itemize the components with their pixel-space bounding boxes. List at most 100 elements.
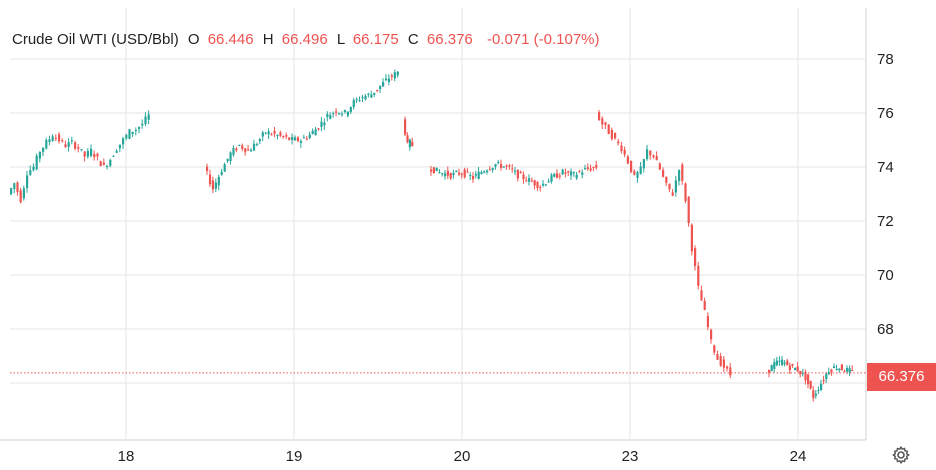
candle-body xyxy=(607,124,610,135)
legend-close-label: C xyxy=(407,31,419,48)
candle-body xyxy=(775,360,778,366)
candle-body xyxy=(639,166,642,174)
candle-body xyxy=(848,368,851,373)
candle-body xyxy=(223,164,226,172)
candle-body xyxy=(598,112,601,121)
candle-body xyxy=(649,150,652,156)
candle-body xyxy=(528,178,531,182)
candle-body xyxy=(220,172,223,175)
candle-body xyxy=(472,176,475,180)
x-tick-label: 23 xyxy=(622,448,639,465)
candle-body xyxy=(477,171,480,179)
candle-body xyxy=(335,111,338,113)
candle-body xyxy=(460,173,463,175)
candle-body xyxy=(252,143,256,151)
candle-body xyxy=(134,130,137,132)
candle-body xyxy=(550,174,553,182)
candle-body xyxy=(671,192,674,196)
candle-body xyxy=(42,147,45,152)
candle-body xyxy=(29,170,32,175)
candle-body xyxy=(370,94,373,98)
candle-body xyxy=(781,359,784,366)
candle-body xyxy=(463,169,466,178)
candle-body xyxy=(51,136,54,142)
candle-body xyxy=(655,156,658,161)
legend-open-value: 66.446 xyxy=(207,31,254,48)
x-tick-label: 20 xyxy=(454,448,471,465)
candle-body xyxy=(835,368,838,370)
candle-body xyxy=(70,140,73,142)
candle-body xyxy=(586,167,589,169)
candle-body xyxy=(83,151,86,157)
candle-body xyxy=(614,132,617,139)
candle-body xyxy=(838,368,841,371)
candle-body xyxy=(438,171,441,173)
candle-body xyxy=(791,364,794,366)
candle-body xyxy=(326,114,329,117)
candle-body xyxy=(267,131,270,135)
candle-body xyxy=(208,174,212,185)
candle-body xyxy=(352,100,355,108)
candle-body xyxy=(516,169,519,179)
candle-body xyxy=(373,92,376,95)
candle-body xyxy=(38,151,41,159)
candle-body xyxy=(93,154,96,158)
candle-body xyxy=(288,137,291,140)
candle-body xyxy=(48,139,51,143)
candle-body xyxy=(817,390,820,392)
candle-body xyxy=(575,174,578,179)
candle-body xyxy=(122,138,125,145)
candle-body xyxy=(710,329,713,340)
candle-body xyxy=(340,113,344,115)
candle-body xyxy=(247,149,250,151)
candle-body xyxy=(561,169,564,175)
candle-body xyxy=(449,173,452,179)
candle-body xyxy=(291,137,294,140)
candle-body xyxy=(652,155,655,158)
candle-body xyxy=(547,181,550,183)
candle-body xyxy=(719,356,722,366)
settings-button[interactable] xyxy=(891,445,911,465)
legend-close-value: 66.376 xyxy=(426,31,473,48)
candle-body xyxy=(474,174,477,176)
candle-body xyxy=(508,165,511,167)
candle-body xyxy=(444,173,447,177)
candle-body xyxy=(820,383,823,390)
candle-body xyxy=(589,168,592,171)
candle-body xyxy=(773,362,776,370)
legend-low-value: 66.175 xyxy=(352,31,399,48)
candle-body xyxy=(279,132,282,136)
candle-body xyxy=(273,130,276,134)
candle-body xyxy=(502,166,505,168)
candle-body xyxy=(658,163,661,170)
candle-body xyxy=(112,155,115,157)
candle-body xyxy=(623,149,626,155)
candle-body xyxy=(393,72,396,79)
candle-body xyxy=(226,158,229,162)
candle-body xyxy=(610,129,613,140)
candle-body xyxy=(430,169,433,172)
candle-body xyxy=(578,171,581,173)
candle-body xyxy=(64,144,67,148)
candle-body xyxy=(396,71,399,76)
x-tick-label: 18 xyxy=(118,448,135,465)
candle-body xyxy=(786,360,789,366)
candle-body xyxy=(109,159,112,166)
candle-body xyxy=(542,183,545,186)
candle-body xyxy=(147,114,150,120)
candle-body xyxy=(480,172,483,174)
candle-body xyxy=(314,129,317,136)
candle-body xyxy=(387,78,391,82)
candle-body xyxy=(255,144,259,146)
candle-body xyxy=(138,127,141,130)
candle-body xyxy=(630,160,633,173)
candle-body xyxy=(102,162,105,165)
legend-high-value: 66.496 xyxy=(281,31,328,48)
candle-body xyxy=(796,366,799,372)
candle-body xyxy=(250,149,253,152)
candle-body xyxy=(694,248,697,267)
candle-body xyxy=(581,172,584,175)
candle-body xyxy=(633,171,636,175)
candle-body xyxy=(794,367,797,371)
